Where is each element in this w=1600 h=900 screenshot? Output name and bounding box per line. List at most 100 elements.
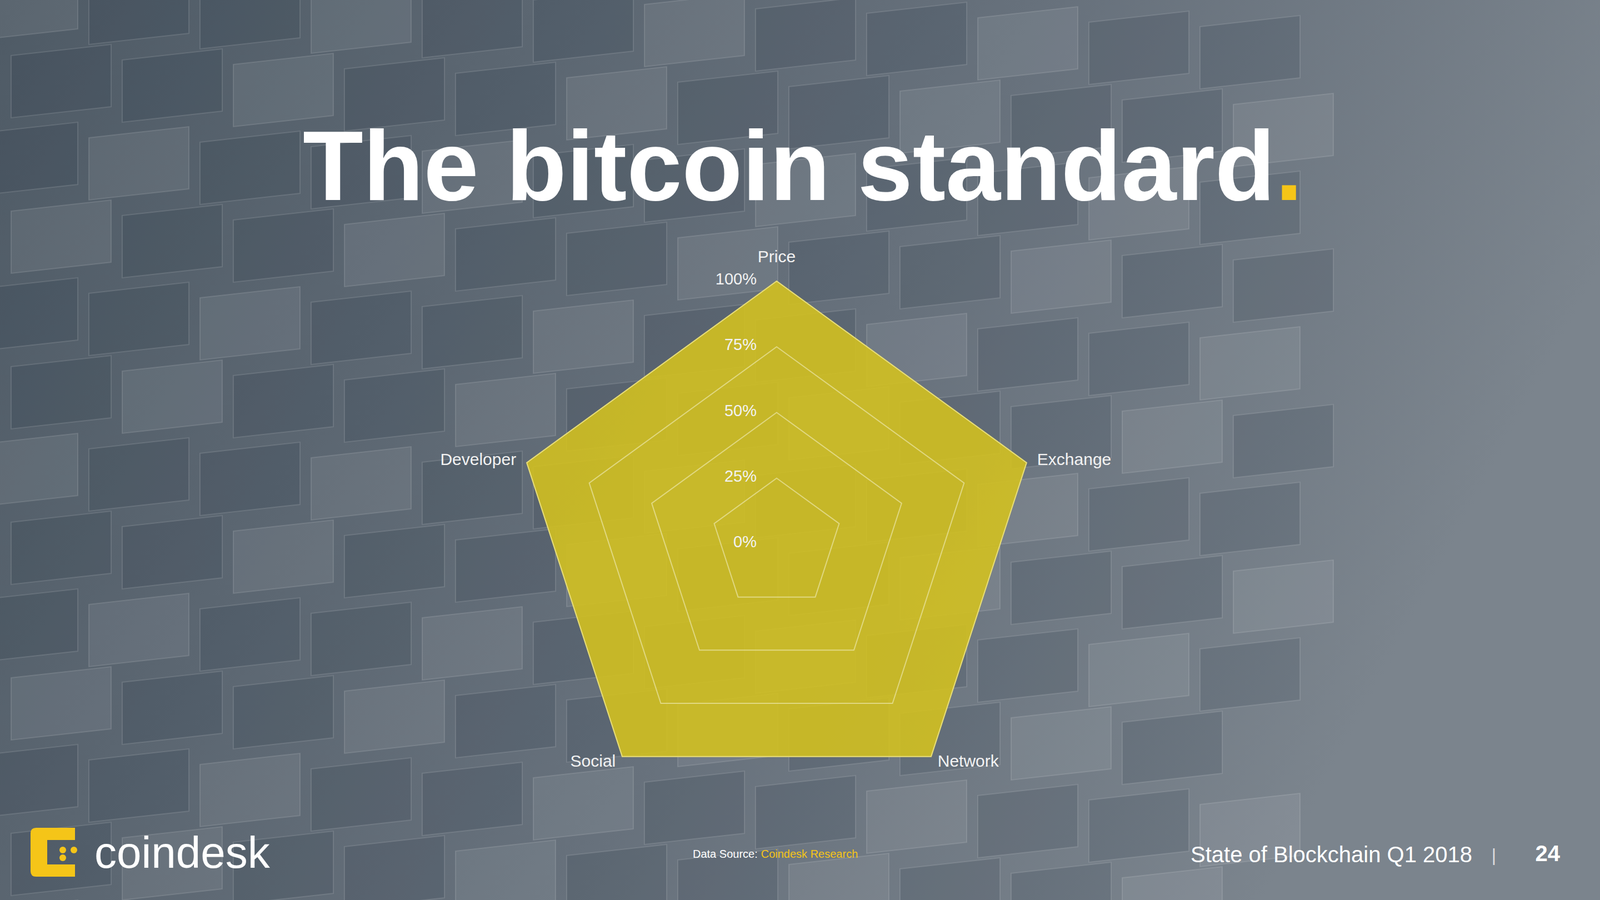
facade-panel bbox=[1122, 866, 1223, 900]
facade-panel bbox=[311, 602, 412, 676]
facade-panel bbox=[1200, 15, 1300, 89]
facade-panel bbox=[644, 771, 745, 845]
facade-panel bbox=[122, 360, 223, 434]
facade-panel bbox=[455, 217, 556, 292]
category-label: Price bbox=[757, 247, 796, 266]
facade-panel bbox=[1233, 404, 1334, 478]
facade-panel bbox=[344, 524, 445, 598]
facade-panel bbox=[1088, 633, 1189, 707]
facade-panel bbox=[1233, 248, 1334, 323]
facade-panel bbox=[0, 744, 78, 818]
facade-panel bbox=[1011, 862, 1112, 900]
category-label: Social bbox=[570, 751, 617, 770]
facade-panel bbox=[0, 277, 78, 352]
category-label: Developer bbox=[440, 450, 517, 469]
facade-panel bbox=[1122, 555, 1223, 629]
facade-panel bbox=[422, 0, 523, 58]
facade-panel bbox=[455, 840, 556, 900]
logo-dot bbox=[59, 854, 67, 862]
facade-panel bbox=[866, 780, 967, 854]
grid-ring bbox=[651, 412, 902, 651]
grid bbox=[526, 281, 1027, 757]
facade-panel bbox=[1011, 551, 1112, 625]
facade-panel bbox=[455, 528, 556, 603]
facade-panel bbox=[88, 126, 189, 200]
facade-panel bbox=[1088, 477, 1189, 552]
logo-dot bbox=[59, 846, 67, 854]
facade-panel bbox=[233, 364, 334, 438]
category-label: Network bbox=[937, 751, 1000, 770]
page-number: 24 bbox=[1535, 841, 1561, 866]
facade-panel bbox=[422, 606, 523, 680]
facade-panel bbox=[311, 291, 412, 365]
facade-panel bbox=[122, 671, 223, 745]
facade-panel bbox=[11, 44, 112, 118]
facade-panel bbox=[11, 355, 112, 429]
tick-label: 25% bbox=[724, 467, 757, 485]
facade-panel bbox=[1011, 240, 1112, 314]
facade-panel bbox=[0, 122, 78, 196]
radar: 0% 25% 50% 75% 100%Price Exchange Network Socia… bbox=[440, 247, 1112, 770]
facade-panel bbox=[1200, 326, 1300, 400]
facade-panel bbox=[88, 0, 189, 45]
tick-label: 75% bbox=[724, 335, 757, 354]
facade-panel bbox=[422, 295, 523, 369]
facade-panel bbox=[200, 131, 300, 205]
category-label: Exchange bbox=[1037, 450, 1112, 469]
facade-panel bbox=[455, 684, 556, 758]
category-labels: Price Exchange Network Social Developer bbox=[440, 247, 1112, 770]
facade-panel bbox=[455, 373, 556, 447]
facade-panel bbox=[200, 753, 300, 827]
facade-panel bbox=[311, 757, 412, 832]
facade-panel bbox=[122, 204, 223, 278]
facade-panel bbox=[344, 835, 445, 900]
facade-panel bbox=[1011, 395, 1112, 469]
tick-label: 50% bbox=[724, 401, 757, 420]
facade-panel bbox=[977, 628, 1078, 703]
facade-panel bbox=[88, 748, 189, 823]
logo-icon bbox=[30, 827, 78, 877]
facade-panel bbox=[344, 213, 445, 287]
facade-panel bbox=[566, 222, 667, 296]
facade-panel bbox=[0, 588, 78, 663]
facade bbox=[0, 0, 1334, 900]
facade-panel bbox=[344, 680, 445, 754]
facade-panel bbox=[977, 317, 1078, 392]
facade-panel bbox=[344, 368, 445, 443]
facade-panel bbox=[422, 762, 523, 836]
facade-panel bbox=[11, 666, 112, 740]
facade-panel bbox=[566, 844, 667, 900]
grid-ring bbox=[526, 281, 1027, 757]
facade-panel bbox=[1088, 11, 1189, 85]
facade-panel bbox=[788, 853, 889, 900]
facade-panel bbox=[200, 286, 300, 360]
facade-panel bbox=[200, 597, 300, 672]
facade-panel bbox=[1088, 322, 1189, 396]
plot-area bbox=[526, 281, 1027, 757]
logo-shape bbox=[30, 827, 75, 877]
facade-panel bbox=[533, 300, 634, 374]
facade-panel bbox=[11, 200, 112, 274]
facade-panel bbox=[1200, 482, 1300, 556]
source: Data Source:Coindesk Research bbox=[692, 847, 858, 860]
facade-panel bbox=[788, 231, 889, 305]
facade-panel bbox=[0, 433, 78, 507]
canvas: The bitcoin standard. 0% 25% 50% 75% 100%Pric… bbox=[0, 0, 1600, 900]
facade-panel bbox=[88, 437, 189, 512]
tick-label: 100% bbox=[715, 270, 757, 288]
facade-panel bbox=[88, 593, 189, 667]
logo-dot bbox=[70, 846, 78, 854]
facade-panel bbox=[200, 442, 300, 516]
separator: | bbox=[1491, 845, 1497, 865]
facade-panel bbox=[533, 766, 634, 840]
facade-panel bbox=[977, 6, 1078, 80]
tick-label: 0% bbox=[733, 532, 757, 551]
facade-panel bbox=[233, 675, 334, 749]
facade-panel bbox=[755, 775, 856, 849]
brand: coindesk bbox=[94, 827, 271, 878]
facade-panel bbox=[1233, 560, 1334, 634]
facade-panel bbox=[755, 0, 856, 72]
facade-panel bbox=[1200, 637, 1300, 712]
facade-panel bbox=[1011, 706, 1112, 780]
title: The bitcoin standard. bbox=[302, 110, 1303, 222]
